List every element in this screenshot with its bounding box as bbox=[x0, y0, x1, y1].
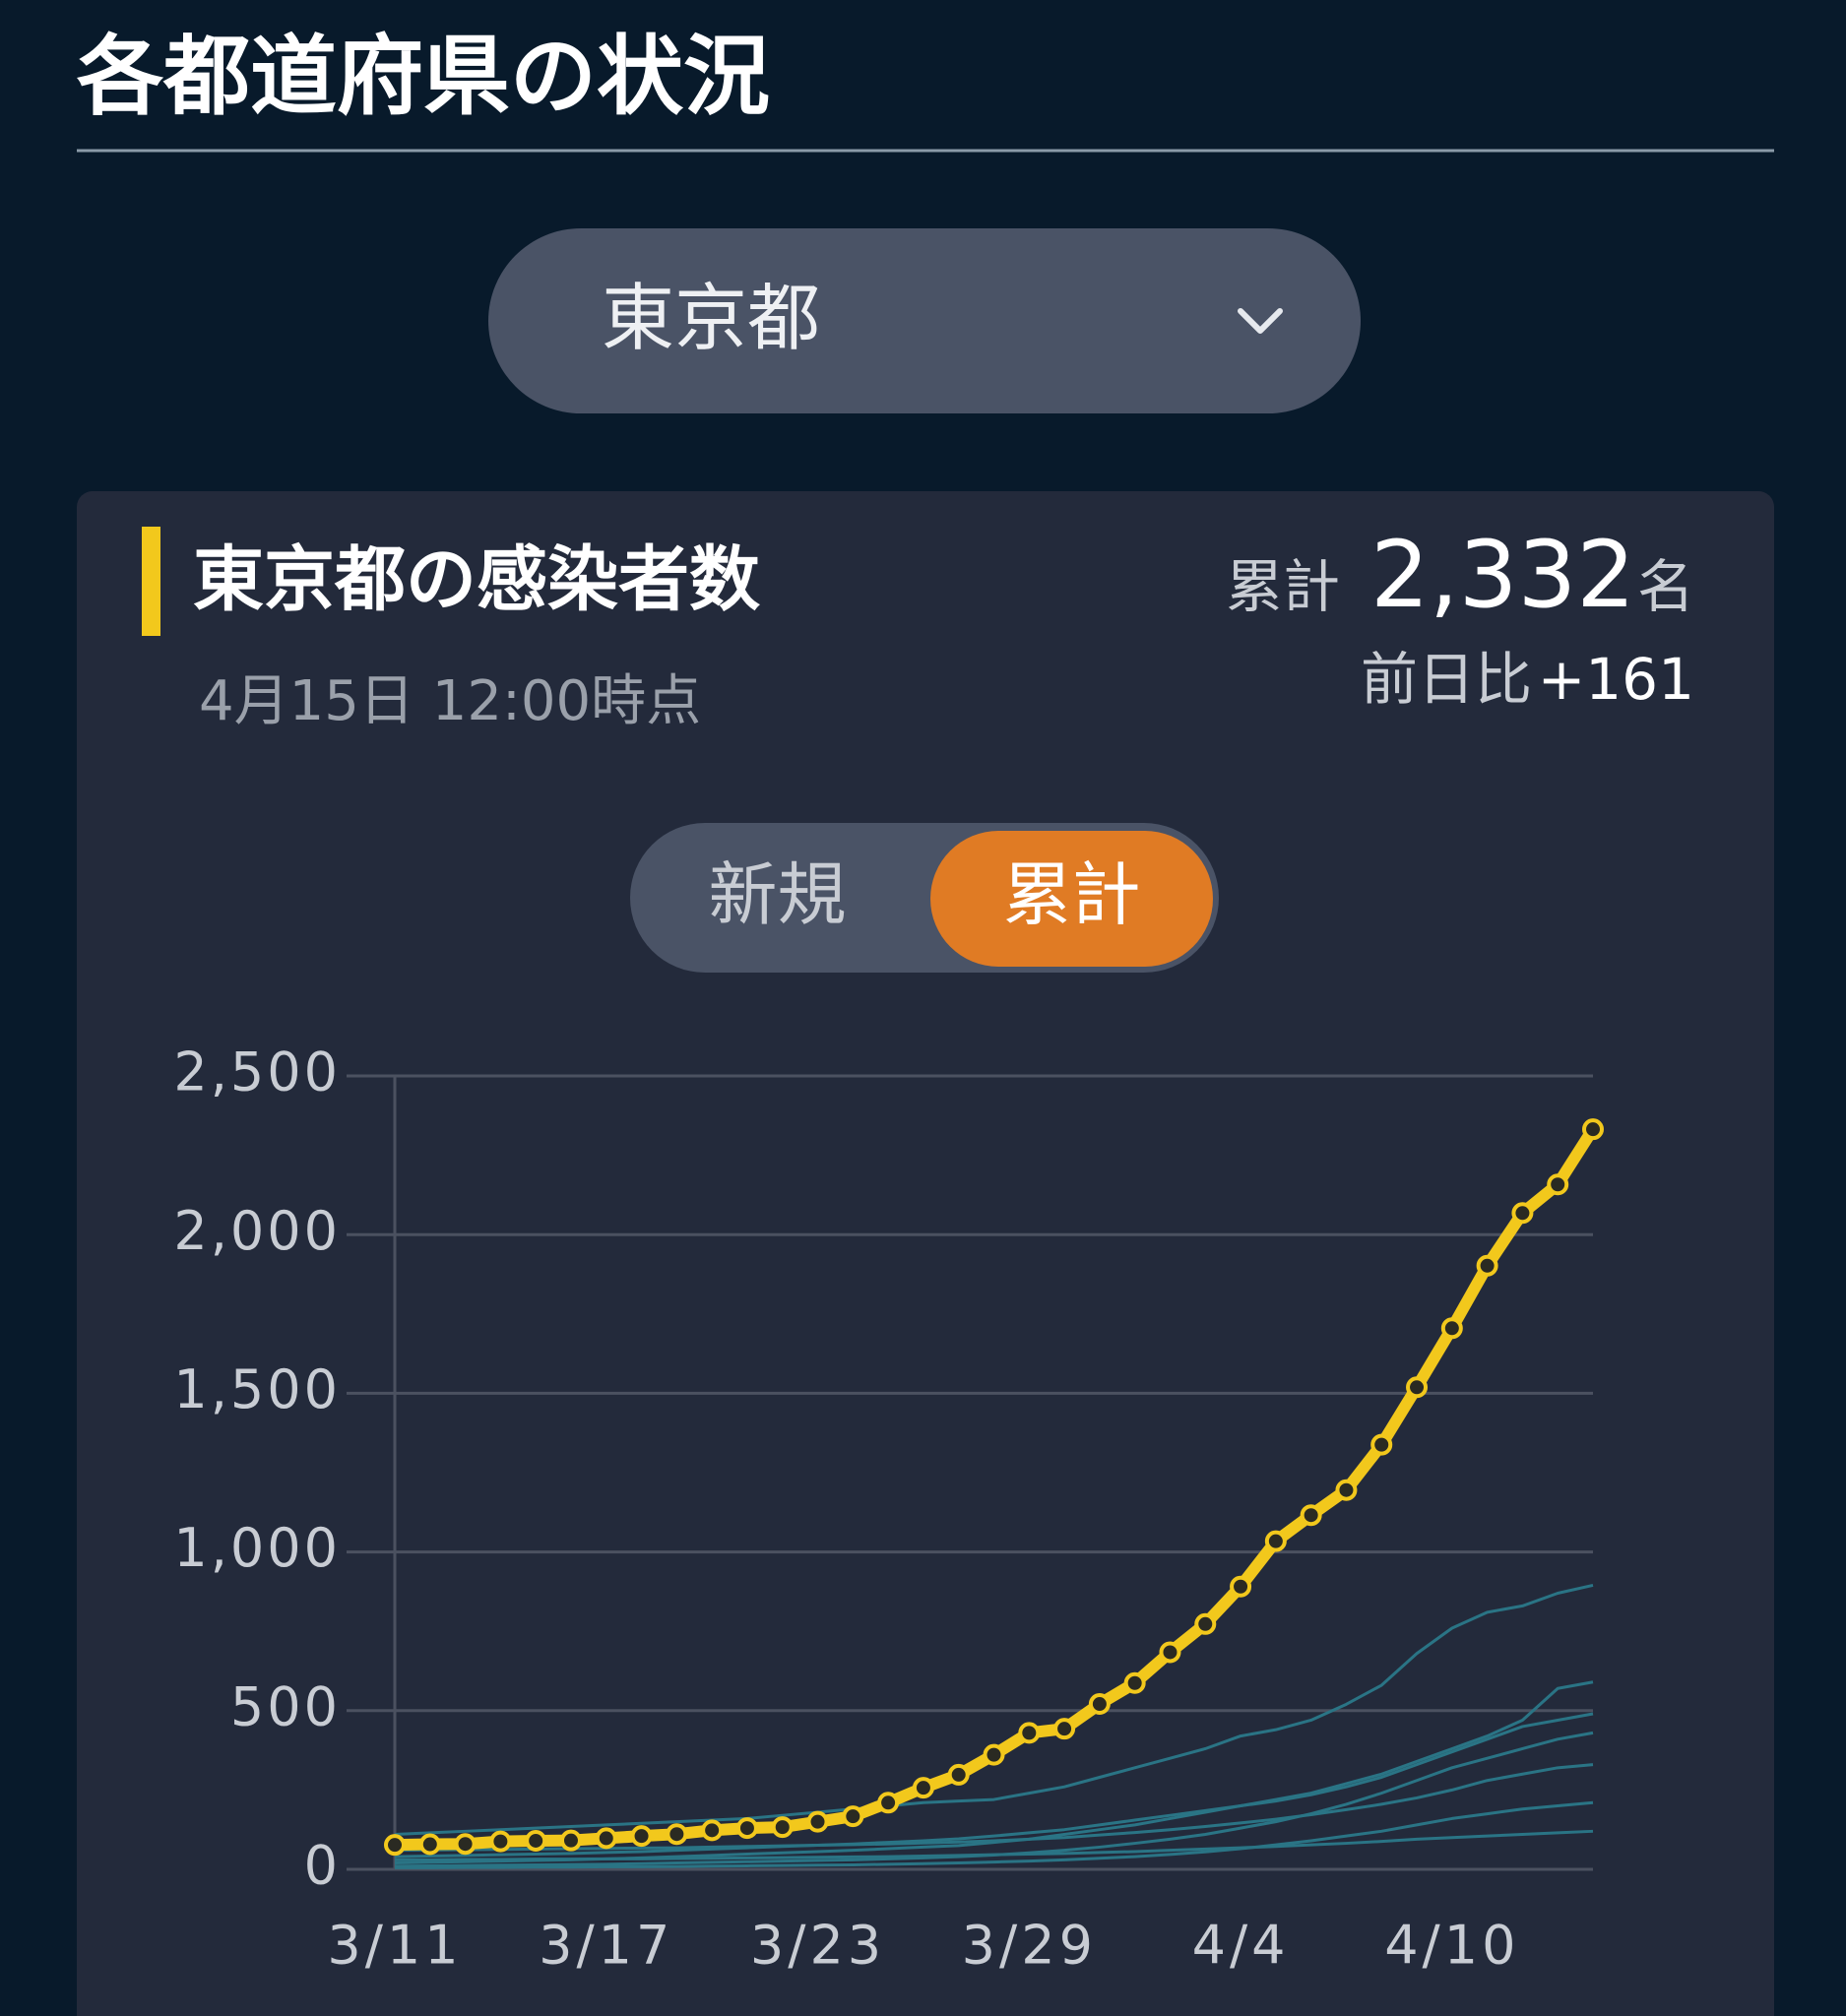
point bbox=[1230, 1575, 1252, 1598]
x-tick-label: 3/23 bbox=[750, 1915, 885, 1977]
point bbox=[559, 1829, 582, 1852]
y-tick-label: 2,500 bbox=[173, 1041, 341, 1103]
chevron bbox=[1238, 308, 1283, 334]
total-value: 2,332 bbox=[1370, 522, 1635, 629]
point bbox=[771, 1816, 794, 1839]
point bbox=[454, 1833, 477, 1856]
x-tick-label: 3/17 bbox=[539, 1915, 673, 1977]
total-unit: 名 bbox=[1637, 553, 1694, 620]
point bbox=[1511, 1202, 1534, 1225]
chart: 0 500 1,000 1,500 2,000 2,500 3/11 3/17 3/23 3/29… bbox=[173, 1041, 1604, 1977]
point bbox=[912, 1777, 934, 1799]
point bbox=[1335, 1479, 1358, 1501]
y-tick-label: 0 bbox=[304, 1835, 341, 1897]
point bbox=[595, 1827, 617, 1850]
select-value: 東京都 bbox=[602, 277, 820, 361]
y-tick-label: 2,000 bbox=[173, 1200, 341, 1262]
point bbox=[1088, 1693, 1111, 1716]
point bbox=[1440, 1317, 1463, 1340]
total-label: 累計 bbox=[1226, 553, 1340, 620]
x-tick-label: 4/4 bbox=[1192, 1915, 1290, 1977]
point bbox=[735, 1817, 758, 1840]
point bbox=[1370, 1433, 1393, 1456]
card bbox=[77, 491, 1774, 2016]
page-title: 各都道府県の状況 bbox=[77, 26, 770, 127]
point bbox=[1264, 1530, 1287, 1552]
change-value: +161 bbox=[1538, 646, 1694, 713]
point bbox=[1123, 1671, 1146, 1694]
point bbox=[877, 1792, 900, 1814]
x-tick-label: 4/10 bbox=[1384, 1915, 1519, 1977]
point bbox=[947, 1763, 970, 1786]
point bbox=[1547, 1173, 1569, 1196]
series-line bbox=[394, 1763, 1594, 1853]
point bbox=[806, 1810, 829, 1833]
toggle[interactable]: 新規 累計 bbox=[630, 823, 1219, 973]
point bbox=[983, 1743, 1005, 1766]
series-line bbox=[394, 1712, 1594, 1858]
select-box[interactable] bbox=[488, 228, 1361, 413]
series-line bbox=[395, 1800, 1594, 1869]
x-tick-label: 3/29 bbox=[962, 1915, 1097, 1977]
point bbox=[525, 1829, 547, 1852]
x-tick-label: 3/11 bbox=[327, 1915, 462, 1977]
prefecture-select[interactable]: 東京都 bbox=[488, 228, 1361, 413]
point bbox=[489, 1830, 512, 1853]
point bbox=[1300, 1504, 1322, 1527]
timestamp: 4月15日 12:00時点 bbox=[199, 669, 701, 733]
point bbox=[418, 1833, 441, 1856]
point bbox=[1194, 1612, 1217, 1635]
point bbox=[384, 1834, 406, 1857]
point bbox=[1406, 1376, 1429, 1399]
accent-bar bbox=[142, 527, 160, 636]
point bbox=[1018, 1722, 1041, 1744]
y-tick-label: 1,500 bbox=[173, 1358, 341, 1420]
toggle-active bbox=[930, 831, 1213, 967]
point bbox=[701, 1819, 724, 1842]
point bbox=[630, 1825, 653, 1848]
series-line bbox=[395, 1829, 1594, 1861]
point bbox=[666, 1823, 688, 1846]
point bbox=[1582, 1118, 1604, 1141]
point bbox=[842, 1805, 864, 1828]
point bbox=[1476, 1254, 1498, 1277]
toggle-option[interactable]: 新規 bbox=[709, 854, 847, 935]
point bbox=[1053, 1718, 1076, 1740]
card-title: 東京都の感染者数 bbox=[193, 538, 760, 621]
point bbox=[1159, 1641, 1181, 1664]
change-label: 前日比 bbox=[1361, 646, 1532, 713]
y-tick-label: 500 bbox=[230, 1675, 341, 1737]
toggle-option[interactable]: 累計 bbox=[1003, 854, 1141, 935]
series-line bbox=[394, 1583, 1594, 1837]
y-tick-label: 1,000 bbox=[173, 1517, 341, 1579]
